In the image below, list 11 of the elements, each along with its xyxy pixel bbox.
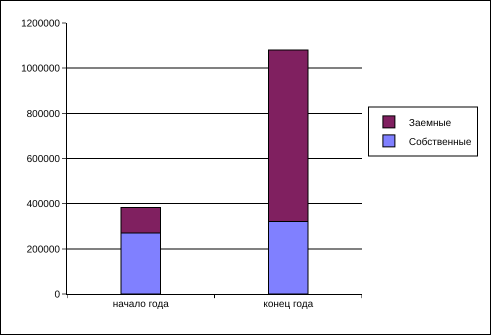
y-tick-label: 800000 (26, 108, 60, 120)
legend-label: Собственные (408, 136, 472, 148)
y-tick-label: 1200000 (21, 18, 60, 30)
y-tick-label: 0 (54, 290, 60, 300)
y-tick-label: 1000000 (21, 64, 60, 75)
legend-label: Заемные (408, 118, 452, 129)
y-tick-label: 600000 (26, 154, 60, 165)
x-tick-label: конец года (263, 299, 314, 310)
x-tick-label: начало года (112, 299, 170, 310)
y-tick-label: 400000 (26, 199, 60, 210)
y-tick-label: 200000 (26, 244, 60, 256)
